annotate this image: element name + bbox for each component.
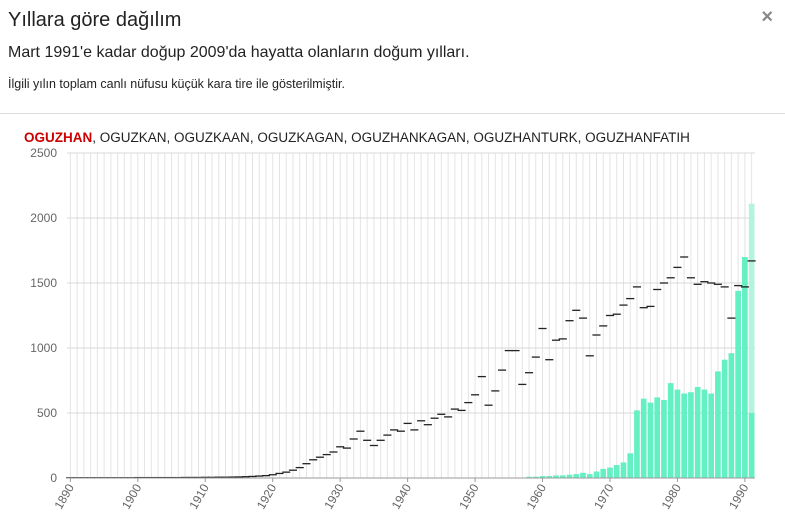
bar [735, 290, 741, 478]
estimate-bar [748, 203, 755, 478]
bar [701, 389, 708, 478]
name-list: OGUZHAN, OGUZKAN, OGUZKAAN, OGUZKAGAN, O… [24, 130, 690, 145]
bar [566, 474, 573, 478]
bar [634, 410, 640, 478]
bar [620, 462, 627, 478]
bar [526, 476, 532, 478]
x-tick-label: 1940 [389, 481, 415, 511]
bar [742, 257, 748, 478]
bar [647, 402, 654, 478]
modal-title: Yıllara göre dağılım [8, 9, 182, 31]
bar [674, 389, 681, 478]
x-tick-label: 1950 [456, 481, 482, 511]
name-link[interactable]: OGUZHANFATIH [585, 130, 690, 145]
separator: , [343, 130, 352, 145]
y-tick-label: 1500 [30, 276, 57, 290]
y-tick-label: 0 [50, 471, 57, 485]
bar [667, 383, 674, 478]
bar [721, 359, 728, 478]
bar [532, 476, 539, 478]
bar [613, 465, 620, 478]
separator: , [249, 130, 258, 145]
separator: , [92, 130, 100, 145]
bar [600, 468, 607, 478]
bar [748, 413, 755, 478]
x-tick-label: 1930 [321, 481, 347, 511]
x-tick-label: 1990 [726, 481, 752, 511]
bar [640, 398, 647, 478]
x-tick-label: 1910 [186, 481, 212, 511]
bar [681, 393, 688, 478]
subtitle: Mart 1991'e kadar doğup 2009'da hayatta … [8, 44, 470, 61]
bar [715, 371, 721, 478]
name-link[interactable]: OGUZKAAN [174, 130, 250, 145]
x-tick-label: 1970 [591, 481, 617, 511]
name-link[interactable]: OGUZHANKAGAN [351, 130, 466, 145]
bar [708, 393, 714, 478]
separator: , [465, 130, 474, 145]
x-tick-label: 1890 [51, 481, 77, 511]
separator: , [166, 130, 175, 145]
name-link[interactable]: OGUZHANTURK [473, 130, 578, 145]
name-link[interactable]: OGUZHAN [24, 130, 93, 145]
bar [573, 474, 580, 478]
x-tick-label: 1920 [254, 481, 280, 511]
bar [546, 476, 553, 478]
bar [586, 474, 593, 478]
bar [688, 392, 694, 478]
bar [627, 453, 634, 478]
y-tick-label: 2000 [30, 211, 57, 225]
bar [553, 475, 559, 478]
bar [539, 476, 546, 478]
name-link[interactable]: OGUZKAGAN [257, 130, 344, 145]
bar [654, 397, 661, 478]
y-tick-label: 2500 [30, 146, 57, 160]
x-tick-label: 1960 [524, 481, 550, 511]
separator: , [577, 130, 586, 145]
name-link[interactable]: OGUZKAN [99, 130, 167, 145]
bar [607, 467, 613, 478]
close-button[interactable]: × [761, 6, 773, 28]
bar [661, 400, 667, 478]
note: İlgili yılın toplam canlı nüfusu küçük k… [8, 77, 345, 91]
divider [0, 113, 785, 114]
bar [728, 353, 735, 478]
bar [580, 472, 586, 478]
x-tick-label: 1980 [659, 481, 685, 511]
bar [694, 387, 701, 478]
bar [559, 475, 566, 478]
y-tick-label: 500 [37, 406, 57, 420]
bar [593, 471, 600, 478]
y-tick-label: 1000 [30, 341, 57, 355]
x-tick-label: 1900 [119, 481, 145, 511]
